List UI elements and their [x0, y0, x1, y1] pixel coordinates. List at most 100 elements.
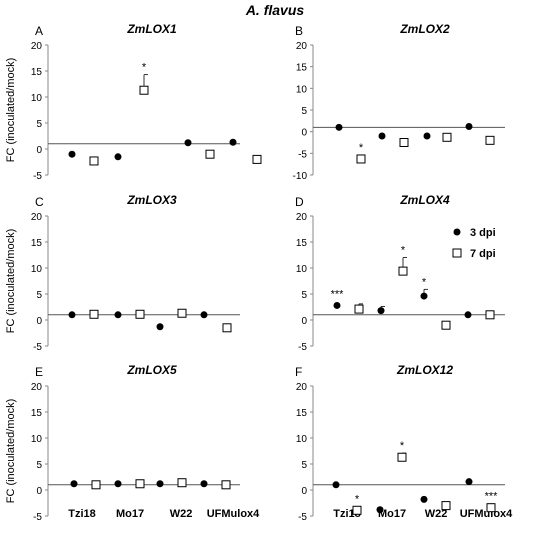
point-3dpi: [229, 138, 237, 146]
panel-b: B ZmLOX2 -10 -5 0 5 10 15 20 *: [293, 22, 505, 182]
y-axis-label: FC (inoculated/mock): [5, 229, 17, 334]
y-tick-label: 5: [36, 290, 42, 301]
significance-label: *: [142, 62, 147, 74]
point-3dpi: [464, 311, 472, 319]
significance-label: *: [400, 440, 405, 452]
y-tick-label: 0: [301, 128, 307, 139]
x-label-w22-right: W22: [425, 508, 448, 520]
legend-marker-3dpi: [453, 228, 461, 236]
point-3dpi: [68, 150, 76, 158]
significance-label: *: [422, 276, 427, 288]
point-3dpi: [420, 292, 428, 300]
point-3dpi: [114, 311, 122, 319]
point-7dpi: [177, 308, 187, 318]
point-3dpi: [465, 478, 473, 486]
y-tick-label: 0: [301, 316, 307, 327]
point-3dpi: [420, 495, 428, 503]
significance-label: ***: [331, 288, 345, 300]
y-tick-label: -10: [293, 171, 308, 182]
point-3dpi: [156, 323, 164, 331]
figure-title: A. flavus: [245, 2, 305, 18]
panel-title: ZmLOX3: [126, 193, 177, 207]
significance-label: *: [355, 493, 360, 505]
y-tick-label: -5: [298, 342, 307, 353]
point-7dpi: [485, 135, 495, 145]
point-3dpi: [200, 311, 208, 319]
significance-label: *: [359, 142, 364, 154]
y-tick-label: 15: [296, 408, 308, 419]
point-7dpi: [399, 138, 409, 147]
point-7dpi: [91, 480, 101, 490]
legend-label-3dpi: 3 dpi: [470, 227, 496, 239]
y-tick-label: 15: [31, 67, 43, 78]
y-tick-label: 20: [31, 41, 43, 52]
panel-c: C ZmLOX3 -5 0 5 10 15 20 FC (inoculated/mock): [5, 193, 240, 353]
y-tick-label: 15: [31, 408, 43, 419]
x-label-ufmulox4-right: UFMulox4: [460, 508, 513, 520]
y-tick-label: 15: [296, 63, 308, 74]
panel-title: ZmLOX12: [396, 363, 453, 377]
y-tick-label: 5: [301, 460, 307, 471]
point-3dpi: [114, 480, 122, 488]
y-tick-label: 20: [296, 41, 308, 52]
panel-letter: D: [295, 195, 304, 209]
x-label-ufmulox4-left: UFMulox4: [207, 508, 260, 520]
y-tick-label: -5: [33, 342, 42, 353]
panel-letter: B: [295, 24, 303, 38]
point-7dpi: [222, 323, 232, 333]
y-tick-label: 10: [31, 93, 43, 104]
point-7dpi: [397, 452, 407, 462]
point-3dpi: [156, 480, 164, 488]
point-3dpi: [376, 506, 384, 514]
y-tick-label: 15: [31, 238, 43, 249]
point-3dpi: [465, 122, 473, 130]
y-tick-label: -5: [33, 512, 42, 523]
panel-letter: E: [35, 365, 43, 379]
point-3dpi: [332, 481, 340, 489]
point-7dpi: [485, 310, 495, 320]
y-tick-label: 10: [296, 84, 308, 95]
y-tick-label: -5: [298, 149, 307, 160]
point-3dpi: [335, 123, 343, 131]
point-7dpi: [135, 479, 145, 489]
point-7dpi: [89, 156, 99, 166]
panel-e: E ZmLOX5 -5 0 5 10 15 20 FC (inoculated/mock): [5, 363, 240, 523]
panel-title: ZmLOX1: [126, 22, 177, 36]
point-3dpi: [377, 307, 385, 315]
x-label-mo17-left: Mo17: [116, 508, 144, 520]
significance-label: ***: [485, 491, 499, 503]
y-tick-label: 20: [31, 212, 43, 223]
x-label-w22-left: W22: [170, 508, 193, 520]
point-7dpi: [441, 501, 451, 511]
y-tick-label: 0: [36, 486, 42, 497]
y-axis-label: FC (inoculated/mock): [5, 58, 17, 163]
point-3dpi: [114, 153, 122, 161]
legend-label-7dpi: 7 dpi: [470, 248, 496, 260]
point-7dpi: [139, 85, 149, 95]
panel-title: ZmLOX2: [399, 22, 450, 36]
legend: 3 dpi 7 dpi: [452, 227, 496, 260]
point-3dpi: [200, 480, 208, 488]
point-3dpi: [70, 480, 78, 488]
point-7dpi: [398, 266, 408, 276]
point-7dpi: [442, 132, 452, 142]
y-tick-label: 20: [31, 382, 43, 393]
x-axis-labels-left: Tzi18 Mo17 W22 UFMulox4: [68, 508, 260, 520]
y-tick-label: 0: [36, 316, 42, 327]
y-tick-label: -5: [33, 171, 42, 182]
point-3dpi: [333, 301, 341, 309]
y-tick-label: 15: [296, 238, 308, 249]
x-label-tzi18-left: Tzi18: [68, 508, 96, 520]
legend-marker-7dpi: [452, 248, 462, 258]
point-7dpi: [221, 480, 231, 490]
point-3dpi: [423, 132, 431, 140]
y-axis-label: FC (inoculated/mock): [5, 399, 17, 504]
x-label-mo17-right: Mo17: [378, 508, 406, 520]
point-7dpi: [135, 309, 145, 319]
panel-letter: F: [295, 365, 302, 379]
y-tick-label: 20: [296, 212, 308, 223]
point-7dpi: [89, 309, 99, 319]
y-tick-label: 0: [36, 145, 42, 156]
